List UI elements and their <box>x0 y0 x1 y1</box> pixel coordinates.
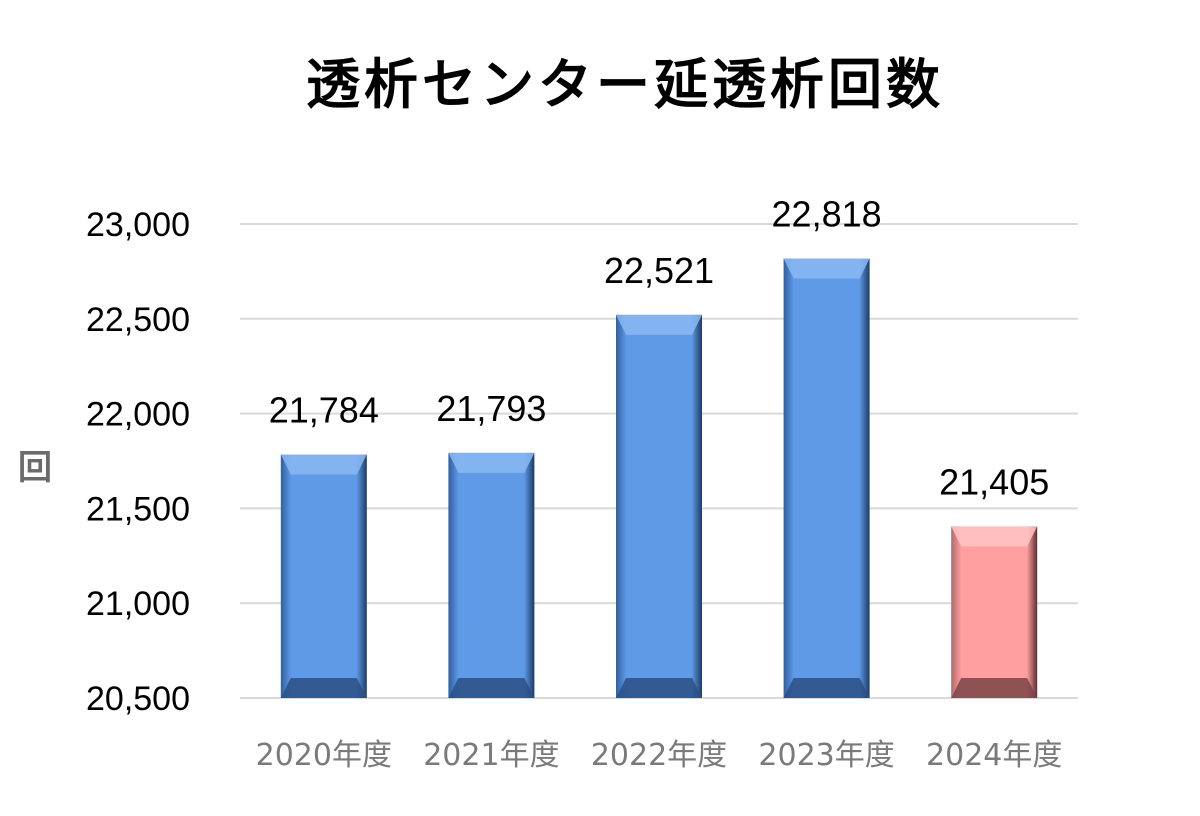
bar-bottom-bevel <box>616 678 702 698</box>
bar-body <box>783 258 870 698</box>
data-label: 22,521 <box>604 250 714 291</box>
y-axis-title: 回 <box>18 448 52 488</box>
bar-bottom-bevel <box>783 678 870 698</box>
x-category-label: 2021年度 <box>423 738 559 773</box>
chart-title: 透析センター延透析回数 <box>306 53 944 116</box>
y-tick-label: 22,500 <box>86 301 190 339</box>
y-tick-label: 23,000 <box>86 206 190 244</box>
bar-top-bevel <box>783 258 870 279</box>
bar-body <box>280 454 367 698</box>
bar-top-bevel <box>616 314 702 335</box>
bar <box>616 314 702 698</box>
y-tick-label: 22,000 <box>86 396 190 434</box>
bar <box>448 452 535 698</box>
bar-top-bevel <box>448 452 535 473</box>
bar-top-bevel <box>280 454 367 475</box>
x-category-label: 2020年度 <box>256 738 392 773</box>
bar <box>280 454 367 698</box>
data-labels: 21,784 21,793 22,521 22,818 21,405 <box>269 194 1050 503</box>
bar <box>783 258 870 698</box>
bar-body <box>951 526 1038 698</box>
x-category-label: 2024年度 <box>926 738 1062 773</box>
bar-body <box>616 314 702 698</box>
y-tick-labels: 20,500 21,000 21,500 22,000 22,500 23,000 <box>86 206 190 718</box>
data-label: 21,784 <box>269 390 379 431</box>
bar-body <box>448 452 535 698</box>
y-tick-label: 21,500 <box>86 490 190 528</box>
data-label: 22,818 <box>772 194 882 235</box>
bars <box>280 258 1038 698</box>
y-tick-label: 21,000 <box>86 585 190 623</box>
bar-bottom-bevel <box>951 678 1038 698</box>
x-category-labels: 2020年度 2021年度 2022年度 2023年度 2024年度 <box>256 738 1063 773</box>
bar <box>951 526 1038 698</box>
data-label: 21,793 <box>436 388 546 429</box>
y-tick-label: 20,500 <box>86 680 190 718</box>
bar-bottom-bevel <box>280 678 367 698</box>
bar-top-bevel <box>951 526 1038 547</box>
data-label: 21,405 <box>939 461 1049 502</box>
x-category-label: 2023年度 <box>758 738 894 773</box>
x-category-label: 2022年度 <box>591 738 727 773</box>
bar-bottom-bevel <box>448 678 535 698</box>
